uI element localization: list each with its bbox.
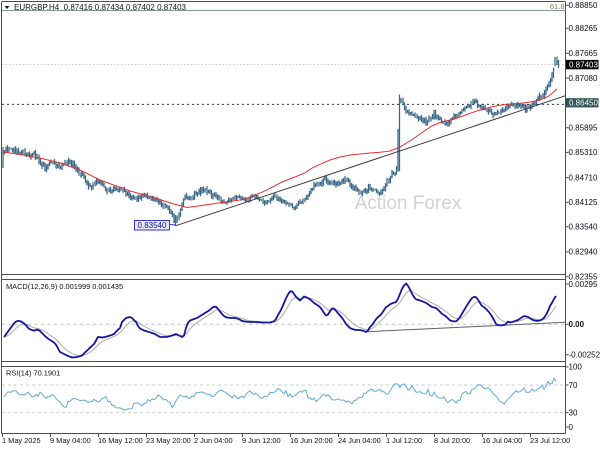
svg-text:23 Jul 12:00: 23 Jul 12:00: [530, 436, 570, 445]
svg-text:16 Jul 04:00: 16 Jul 04:00: [482, 436, 522, 445]
svg-text:0.00295: 0.00295: [569, 280, 598, 289]
svg-text:0.83540: 0.83540: [138, 221, 167, 230]
svg-text:8 Jul 20:00: 8 Jul 20:00: [434, 436, 470, 445]
svg-text:0.87665: 0.87665: [569, 49, 598, 58]
svg-text:16 Jun 20:00: 16 Jun 20:00: [290, 436, 333, 445]
svg-text:0.82940: 0.82940: [569, 248, 598, 257]
svg-text:0.84710: 0.84710: [569, 173, 598, 182]
svg-text:2 Jun 04:00: 2 Jun 04:00: [194, 436, 233, 445]
svg-text:24 Jun 04:00: 24 Jun 04:00: [338, 436, 381, 445]
svg-text:0.83540: 0.83540: [569, 223, 598, 232]
svg-text:EURGBP.H4 0.87416 0.87434 0.8: EURGBP.H4 0.87416 0.87434 0.87402 0.8740…: [14, 3, 187, 12]
svg-text:9 Jun 12:00: 9 Jun 12:00: [242, 436, 281, 445]
svg-text:9 May 04:00: 9 May 04:00: [50, 436, 91, 445]
svg-text:-0.002529: -0.002529: [569, 351, 600, 360]
svg-text:0.87080: 0.87080: [569, 74, 598, 83]
svg-text:0: 0: [569, 423, 574, 432]
svg-text:0.86450: 0.86450: [569, 99, 598, 108]
svg-text:0.00: 0.00: [569, 320, 585, 329]
svg-text:0.87403: 0.87403: [569, 60, 598, 69]
svg-text:Action Forex: Action Forex: [355, 193, 462, 214]
svg-text:61.8: 61.8: [550, 2, 565, 11]
svg-text:30: 30: [569, 408, 578, 417]
svg-text:16 May 12:00: 16 May 12:00: [98, 436, 143, 445]
svg-text:100: 100: [569, 363, 583, 372]
svg-text:1 May 2025: 1 May 2025: [2, 436, 41, 445]
svg-text:0.84125: 0.84125: [569, 198, 598, 207]
svg-text:0.85310: 0.85310: [569, 148, 598, 157]
svg-text:70: 70: [569, 381, 578, 390]
svg-text:1 Jul 12:00: 1 Jul 12:00: [386, 436, 422, 445]
svg-text:0.85895: 0.85895: [569, 124, 598, 133]
svg-text:0.88265: 0.88265: [569, 24, 598, 33]
svg-text:23 May 20:00: 23 May 20:00: [146, 436, 191, 445]
svg-text:MACD(12,26,9) 0.001999 0.00143: MACD(12,26,9) 0.001999 0.001435: [6, 282, 123, 291]
svg-text:0.88850: 0.88850: [569, 1, 598, 10]
svg-text:0.82355: 0.82355: [569, 273, 598, 282]
svg-text:RSI(14) 70.1901: RSI(14) 70.1901: [6, 368, 60, 377]
